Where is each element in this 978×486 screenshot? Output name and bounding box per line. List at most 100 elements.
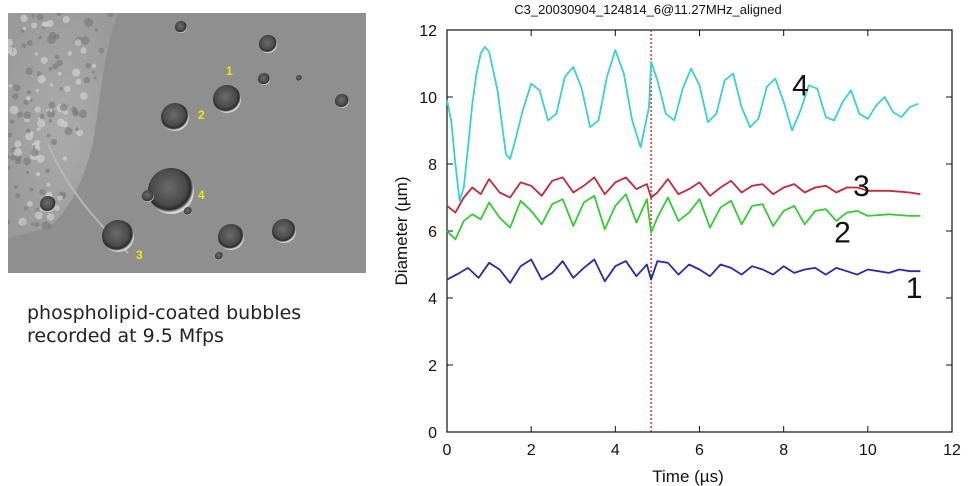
tissue-dot <box>98 47 105 54</box>
chart-title: C3_20030904_124814_6@11.27MHz_aligned <box>514 2 781 17</box>
tissue-dot <box>25 128 31 134</box>
tissue-dot <box>64 85 71 93</box>
tissue-dot <box>54 205 60 211</box>
tissue-dot <box>8 84 12 88</box>
x-tick-label: 12 <box>943 442 961 459</box>
tissue-dot <box>34 222 40 228</box>
tissue-dot <box>48 119 53 123</box>
tissue-dot <box>35 171 41 177</box>
bubble <box>218 224 244 250</box>
tissue-dot <box>29 187 34 192</box>
microscope-image: 1 2 3 4 <box>8 13 366 273</box>
tissue-dot <box>23 206 28 211</box>
tissue-dot <box>35 207 39 212</box>
y-tick-label: 2 <box>428 358 437 375</box>
bubble-label-1: 1 <box>226 64 233 78</box>
tissue-dot <box>74 39 82 46</box>
tissue-dot <box>51 139 58 145</box>
tissue-dot <box>8 38 13 47</box>
tissue-dot <box>8 45 13 54</box>
series-line-1 <box>446 258 921 284</box>
series-line-2 <box>446 193 921 241</box>
tissue-dot <box>40 56 48 64</box>
bubble <box>102 220 134 252</box>
tissue-dot <box>48 67 53 71</box>
tissue-dot <box>72 68 81 77</box>
tissue-dot <box>39 113 45 119</box>
tissue-dot <box>75 127 79 131</box>
bubble-label-3: 3 <box>136 248 143 262</box>
tissue-dot <box>38 36 42 40</box>
tissue-dot <box>21 43 27 48</box>
bubble <box>148 168 194 214</box>
x-tick-label: 0 <box>443 442 452 459</box>
tissue-dot <box>13 184 18 189</box>
tissue-dot <box>80 47 87 54</box>
tissue-dot <box>59 87 63 91</box>
tissue-dot <box>107 13 114 18</box>
tissue-dot <box>17 111 23 118</box>
tissue-dot <box>34 106 41 113</box>
tissue-dot <box>39 189 46 196</box>
tissue-dot <box>8 155 11 159</box>
tissue-dot <box>26 170 30 175</box>
tissue-dot <box>64 127 73 136</box>
tissue-dot <box>9 119 15 124</box>
y-tick-label: 4 <box>428 291 437 308</box>
bubble <box>259 35 277 53</box>
bubble-label-2: 2 <box>198 108 205 122</box>
tissue-dot <box>15 193 21 199</box>
series-layer <box>446 45 921 284</box>
tissue-dot <box>94 28 99 32</box>
tissue-dot <box>83 76 90 84</box>
x-axis-label: Time (µs) <box>652 467 724 486</box>
tissue-dot <box>75 78 82 85</box>
tissue-dot <box>14 140 22 148</box>
tissue-dot <box>59 103 68 112</box>
tissue-dot <box>67 51 72 56</box>
tissue-dot <box>14 154 22 162</box>
tissue-dot <box>56 13 62 16</box>
bubble-label-4: 4 <box>198 188 205 202</box>
tissue-dot <box>9 105 19 115</box>
bubble <box>184 207 192 215</box>
tissue-dot <box>46 213 55 221</box>
tissue-dot <box>20 29 25 33</box>
tissue-dot <box>48 101 56 109</box>
tissue-dot <box>8 219 11 225</box>
tissue-dot <box>26 90 32 95</box>
tissue-dot <box>49 31 57 40</box>
bubble <box>161 103 189 131</box>
tissue-dot <box>25 132 33 141</box>
tissue-dot <box>57 195 63 201</box>
tissue-dot <box>91 70 95 74</box>
tissue-dot <box>36 71 42 77</box>
tissue-dot <box>85 62 92 69</box>
x-tick-label: 10 <box>859 442 877 459</box>
series-line-3 <box>446 176 921 214</box>
tissue-dot <box>61 120 68 128</box>
tissue-dot <box>63 109 69 115</box>
tissue-dot <box>56 59 63 67</box>
tissue-dot <box>45 168 50 173</box>
tissue-dot <box>31 14 36 18</box>
bubble <box>213 85 241 113</box>
tissue-dot <box>13 148 22 157</box>
tissue-dot <box>23 157 31 166</box>
tissue-dot <box>26 96 31 101</box>
tissue-dot <box>18 217 27 226</box>
x-tick-label: 2 <box>527 442 536 459</box>
tissue-dot <box>12 93 19 100</box>
tissue-dot <box>20 14 28 22</box>
series-label-1: 1 <box>906 272 923 305</box>
bubble <box>335 94 349 108</box>
tissue-dot <box>84 18 94 27</box>
diameter-time-chart: C3_20030904_124814_6@11.27MHz_aligned 0 2… <box>392 2 961 486</box>
tissue-dot <box>46 109 56 118</box>
tissue-dot <box>36 154 45 163</box>
y-tick-label: 12 <box>419 23 437 40</box>
caption-line-2: recorded at 9.5 Mfps <box>27 325 224 347</box>
tissue-dot <box>37 75 46 84</box>
tissue-dot <box>27 201 33 207</box>
